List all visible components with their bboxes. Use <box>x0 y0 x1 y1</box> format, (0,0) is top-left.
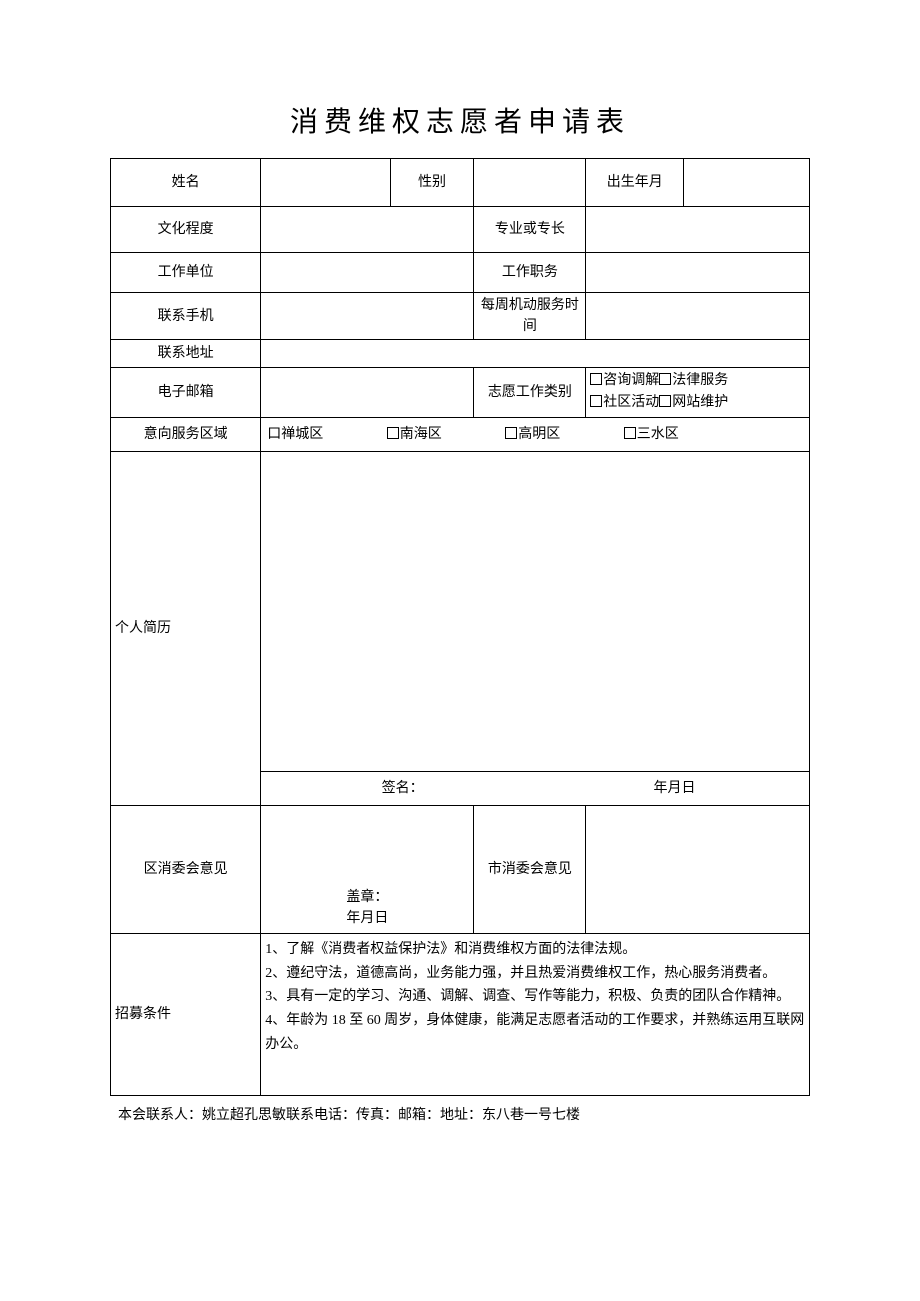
checkbox-icon[interactable] <box>387 427 399 439</box>
checkbox-icon[interactable] <box>659 395 671 407</box>
field-specialty[interactable] <box>586 207 810 253</box>
field-position[interactable] <box>586 253 810 293</box>
condition-item: 2、遵纪守法，道德高尚，业务能力强，并且热爱消费维权工作，热心服务消费者。 <box>265 962 805 986</box>
label-address: 联系地址 <box>111 340 261 368</box>
label-city-opinion: 市消委会意见 <box>474 805 586 933</box>
label-district-opinion: 区消委会意见 <box>111 805 261 933</box>
condition-item: 1、了解《消费者权益保护法》和消费维权方面的法律法规。 <box>265 938 805 962</box>
label-weekly-time: 每周机动服务时间 <box>474 293 586 340</box>
service-areas-cell[interactable]: 口禅城区 南海区 高明区 三水区 <box>261 417 810 451</box>
label-birth: 出生年月 <box>586 159 684 207</box>
field-gender[interactable] <box>474 159 586 207</box>
field-email[interactable] <box>261 368 474 418</box>
stamp-date: 年月日 <box>265 908 469 929</box>
label-workplace: 工作单位 <box>111 253 261 293</box>
label-position: 工作职务 <box>474 253 586 293</box>
signature-row[interactable]: 签名： 年月日 <box>261 771 810 805</box>
checkbox-icon[interactable] <box>590 373 602 385</box>
area-2: 高明区 <box>518 427 560 442</box>
field-city-opinion[interactable] <box>586 805 810 933</box>
checkbox-text: 口 <box>267 427 281 442</box>
stamp-label: 盖章： <box>265 887 469 908</box>
checkbox-icon[interactable] <box>624 427 636 439</box>
field-name[interactable] <box>261 159 390 207</box>
label-education: 文化程度 <box>111 207 261 253</box>
label-specialty: 专业或专长 <box>474 207 586 253</box>
vol-cat-2: 社区活动 <box>603 395 659 410</box>
field-education[interactable] <box>261 207 474 253</box>
conditions-cell: 1、了解《消费者权益保护法》和消费维权方面的法律法规。 2、遵纪守法，道德高尚，… <box>261 933 810 1095</box>
label-email: 电子邮箱 <box>111 368 261 418</box>
label-vol-category: 志愿工作类别 <box>474 368 586 418</box>
application-form-table: 姓名 性别 出生年月 文化程度 专业或专长 工作单位 工作职务 联系手机 每周机… <box>110 158 810 1096</box>
field-district-opinion[interactable]: 盖章： 年月日 <box>261 805 474 933</box>
field-birth[interactable] <box>684 159 810 207</box>
checkbox-icon[interactable] <box>505 427 517 439</box>
vol-cat-0: 咨询调解 <box>603 373 659 388</box>
area-3: 三水区 <box>637 427 679 442</box>
area-1: 南海区 <box>400 427 442 442</box>
condition-item: 4、年龄为 18 至 60 周岁，身体健康，能满足志愿者活动的工作要求，并熟练运… <box>265 1009 805 1057</box>
area-0: 禅城区 <box>281 427 323 442</box>
vol-categories-cell[interactable]: 咨询调解法律服务 社区活动网站维护 <box>586 368 810 418</box>
label-service-area: 意向服务区域 <box>111 417 261 451</box>
label-conditions: 招募条件 <box>111 933 261 1095</box>
signature-date: 年月日 <box>544 778 805 799</box>
label-resume: 个人简历 <box>111 451 261 805</box>
field-phone[interactable] <box>261 293 474 340</box>
label-gender: 性别 <box>390 159 474 207</box>
vol-cat-3: 网站维护 <box>672 395 728 410</box>
vol-cat-1: 法律服务 <box>672 373 728 388</box>
condition-item: 3、具有一定的学习、沟通、调解、调查、写作等能力，积极、负责的团队合作精神。 <box>265 985 805 1009</box>
field-address[interactable] <box>261 340 810 368</box>
field-workplace[interactable] <box>261 253 474 293</box>
label-name: 姓名 <box>111 159 261 207</box>
field-resume[interactable] <box>261 451 810 771</box>
page-title: 消费维权志愿者申请表 <box>110 100 810 140</box>
label-phone: 联系手机 <box>111 293 261 340</box>
checkbox-icon[interactable] <box>590 395 602 407</box>
footer-contact: 本会联系人：姚立超孔思敏联系电话：传真：邮箱：地址：东八巷一号七楼 <box>110 1104 810 1124</box>
signature-label: 签名： <box>261 778 544 799</box>
checkbox-icon[interactable] <box>659 373 671 385</box>
field-weekly-time[interactable] <box>586 293 810 340</box>
